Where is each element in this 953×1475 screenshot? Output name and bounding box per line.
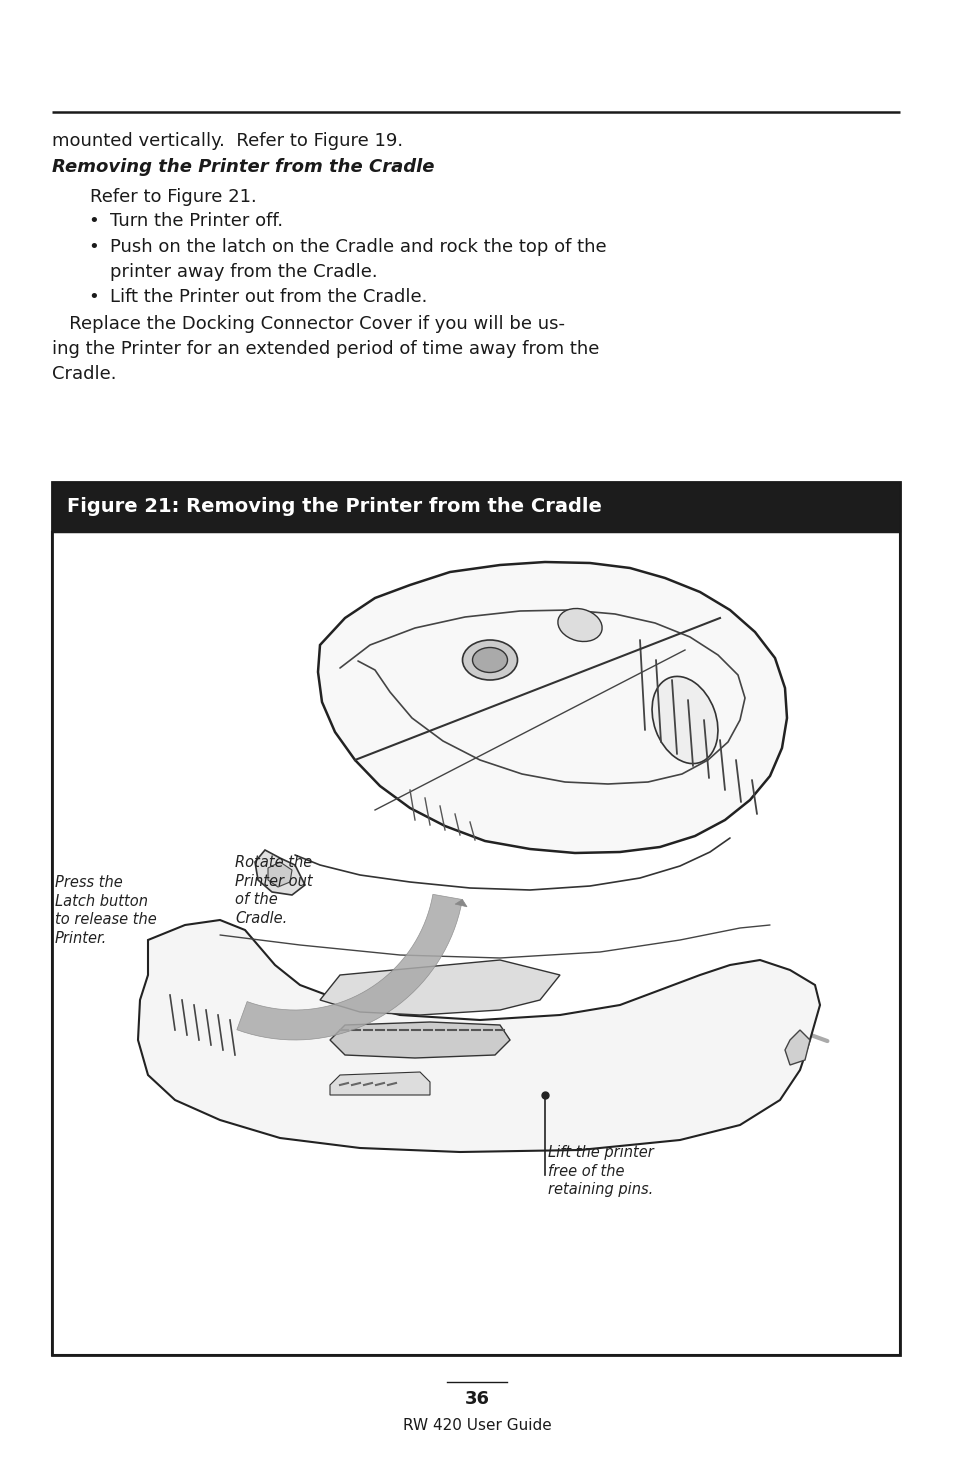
Text: RW 420 User Guide: RW 420 User Guide (402, 1417, 551, 1434)
Text: Turn the Printer off.: Turn the Printer off. (110, 212, 283, 230)
Text: mounted vertically.  Refer to Figure 19.: mounted vertically. Refer to Figure 19. (52, 131, 403, 150)
Polygon shape (254, 850, 305, 895)
Text: •: • (88, 237, 99, 257)
Text: Lift the printer
free of the
retaining pins.: Lift the printer free of the retaining p… (547, 1145, 653, 1198)
Bar (52, 532, 899, 1356)
Polygon shape (784, 1030, 809, 1065)
Polygon shape (319, 960, 559, 1015)
Polygon shape (236, 894, 462, 1040)
Text: •: • (88, 212, 99, 230)
Text: Lift the Printer out from the Cradle.: Lift the Printer out from the Cradle. (110, 288, 427, 305)
Text: Replace the Docking Connector Cover if you will be us-: Replace the Docking Connector Cover if y… (52, 316, 564, 333)
Text: 36: 36 (464, 1389, 489, 1409)
Text: Push on the latch on the Cradle and rock the top of the: Push on the latch on the Cradle and rock… (110, 237, 606, 257)
Text: Removing the Printer from the Cradle: Removing the Printer from the Cradle (52, 158, 434, 176)
Polygon shape (330, 1072, 430, 1094)
Text: Press the
Latch button
to release the
Printer.: Press the Latch button to release the Pr… (55, 875, 156, 945)
Bar (52, 482, 899, 1356)
Text: printer away from the Cradle.: printer away from the Cradle. (110, 263, 377, 282)
Text: Cradle.: Cradle. (52, 364, 116, 384)
Ellipse shape (651, 677, 718, 764)
Polygon shape (330, 1022, 510, 1058)
Text: Figure 21: Removing the Printer from the Cradle: Figure 21: Removing the Printer from the… (67, 497, 601, 516)
Text: •: • (88, 288, 99, 305)
Polygon shape (455, 900, 467, 907)
Polygon shape (317, 562, 786, 853)
Polygon shape (268, 861, 292, 886)
Ellipse shape (462, 640, 517, 680)
Bar (52, 482, 899, 532)
Text: ing the Printer for an extended period of time away from the: ing the Printer for an extended period o… (52, 341, 598, 358)
Ellipse shape (558, 609, 601, 642)
Polygon shape (138, 920, 820, 1152)
Text: Refer to Figure 21.: Refer to Figure 21. (90, 187, 256, 206)
Text: Rotate the
Printer out
of the
Cradle.: Rotate the Printer out of the Cradle. (234, 855, 313, 926)
Ellipse shape (472, 648, 507, 673)
